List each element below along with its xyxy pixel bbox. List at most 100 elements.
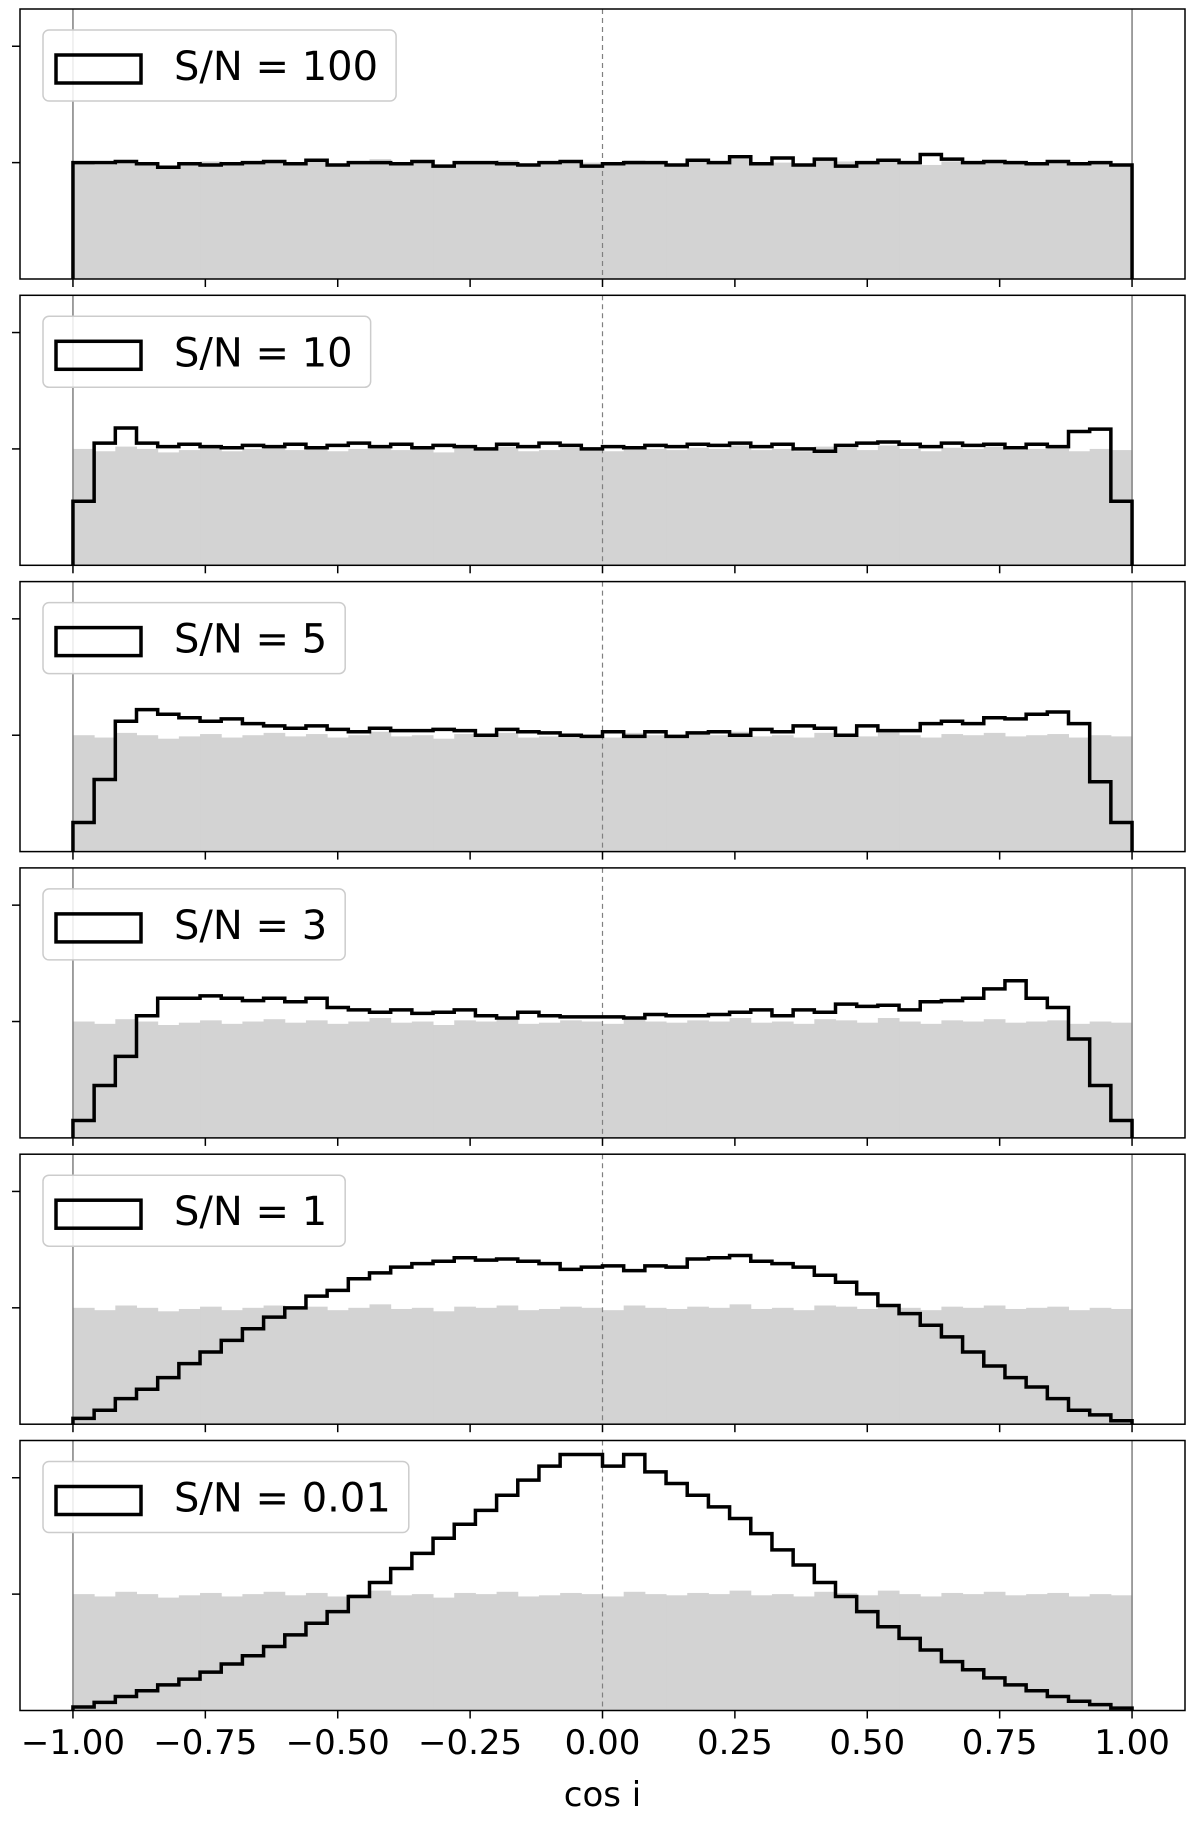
reference-bar bbox=[793, 1310, 815, 1425]
x-tick-label: −0.25 bbox=[418, 1723, 522, 1763]
reference-bar bbox=[538, 163, 561, 279]
reference-bar bbox=[602, 737, 625, 852]
reference-bar bbox=[327, 451, 349, 566]
reference-bar bbox=[623, 160, 646, 279]
reference-bar bbox=[305, 161, 328, 279]
reference-bar bbox=[708, 1307, 731, 1425]
reference-bar bbox=[983, 732, 1006, 852]
reference-bar bbox=[729, 731, 752, 852]
reference-bar bbox=[454, 734, 476, 852]
reference-bar bbox=[644, 1594, 667, 1711]
reference-bar bbox=[983, 1019, 1006, 1138]
reference-bar bbox=[411, 1594, 434, 1711]
reference-bar bbox=[327, 164, 349, 279]
reference-bar bbox=[242, 1021, 265, 1138]
reference-bar bbox=[581, 735, 603, 852]
reference-bar bbox=[263, 732, 286, 852]
reference-bar bbox=[263, 1591, 286, 1711]
reference-bar bbox=[305, 1020, 328, 1138]
reference-bar bbox=[200, 734, 222, 852]
reference-bar bbox=[750, 450, 773, 566]
reference-bar bbox=[687, 734, 709, 852]
reference-bar bbox=[877, 731, 900, 852]
reference-bar bbox=[602, 164, 625, 279]
reference-bar bbox=[835, 1020, 858, 1138]
reference-bar bbox=[221, 737, 243, 852]
x-axis-label: cos i bbox=[564, 1775, 641, 1815]
reference-bar bbox=[560, 447, 582, 566]
reference-bar bbox=[242, 735, 265, 852]
x-tick-label: −0.75 bbox=[153, 1723, 257, 1763]
reference-bar bbox=[708, 1594, 731, 1711]
step-histogram bbox=[71, 979, 1134, 1138]
reference-bar bbox=[708, 1021, 731, 1138]
reference-bar bbox=[814, 160, 836, 279]
reference-bar bbox=[221, 1310, 243, 1425]
reference-bar bbox=[1047, 161, 1069, 279]
reference-bar bbox=[517, 451, 540, 566]
reference-bar bbox=[1068, 1023, 1091, 1138]
reference-bar bbox=[920, 1310, 942, 1425]
reference-bar bbox=[348, 1021, 370, 1138]
reference-bar bbox=[666, 163, 688, 279]
reference-bar bbox=[178, 1308, 201, 1425]
reference-bar bbox=[1004, 163, 1027, 279]
legend-label: S/N = 5 bbox=[174, 617, 327, 663]
reference-bar bbox=[157, 452, 180, 566]
reference-bar bbox=[242, 1594, 265, 1711]
reference-bar bbox=[72, 448, 95, 566]
step-histogram bbox=[71, 426, 1134, 566]
reference-bar bbox=[496, 732, 519, 852]
reference-bar bbox=[1026, 735, 1048, 852]
reference-bar bbox=[729, 445, 752, 566]
reference-bar bbox=[475, 1307, 498, 1425]
legend-handle bbox=[54, 339, 143, 372]
reference-bar bbox=[1026, 1021, 1048, 1138]
reference-bar bbox=[1089, 1307, 1112, 1425]
reference-bar bbox=[729, 1590, 752, 1711]
reference-bar bbox=[602, 1596, 625, 1711]
reference-bar bbox=[369, 1018, 392, 1138]
reference-bar bbox=[115, 1591, 137, 1711]
reference-bar bbox=[136, 162, 159, 279]
reference-bar bbox=[1110, 736, 1133, 852]
reference-bar bbox=[814, 1591, 836, 1711]
reference-bar bbox=[581, 1021, 603, 1138]
reference-bar bbox=[814, 1019, 836, 1138]
reference-bar bbox=[284, 163, 307, 279]
x-tick-label: 0.75 bbox=[962, 1723, 1038, 1763]
reference-bar bbox=[475, 448, 498, 566]
reference-bar bbox=[708, 448, 731, 566]
legend-handle bbox=[54, 912, 143, 944]
reference-bar bbox=[687, 1592, 709, 1711]
reference-bar bbox=[1089, 448, 1112, 566]
reference-bar bbox=[1026, 1307, 1048, 1425]
reference-bar bbox=[454, 447, 476, 566]
reference-bar bbox=[1026, 448, 1048, 566]
reference-bar bbox=[284, 450, 307, 566]
reference-bar bbox=[136, 1021, 159, 1138]
reference-bar bbox=[284, 1595, 307, 1711]
legend-handle bbox=[54, 53, 143, 85]
reference-bar bbox=[962, 1307, 985, 1425]
legend-handle bbox=[54, 1484, 143, 1517]
reference-bar bbox=[411, 448, 434, 566]
reference-bar bbox=[538, 736, 561, 852]
reference-bar bbox=[920, 451, 942, 566]
reference-bar bbox=[623, 732, 646, 852]
reference-bar bbox=[856, 1022, 879, 1138]
reference-bar bbox=[454, 1592, 476, 1711]
reference-bar bbox=[1004, 736, 1027, 852]
reference-bar bbox=[750, 1022, 773, 1138]
reference-bar bbox=[157, 738, 180, 852]
reference-bar bbox=[433, 166, 455, 279]
reference-bar bbox=[284, 1308, 307, 1425]
reference-bar bbox=[644, 162, 667, 279]
reference-bar bbox=[454, 161, 476, 279]
reference-bar bbox=[136, 735, 159, 852]
step-histogram bbox=[71, 1253, 1134, 1425]
reference-bar bbox=[200, 1306, 222, 1425]
reference-bar bbox=[687, 1306, 709, 1425]
reference-bar bbox=[200, 447, 222, 566]
reference-bar bbox=[369, 731, 392, 852]
